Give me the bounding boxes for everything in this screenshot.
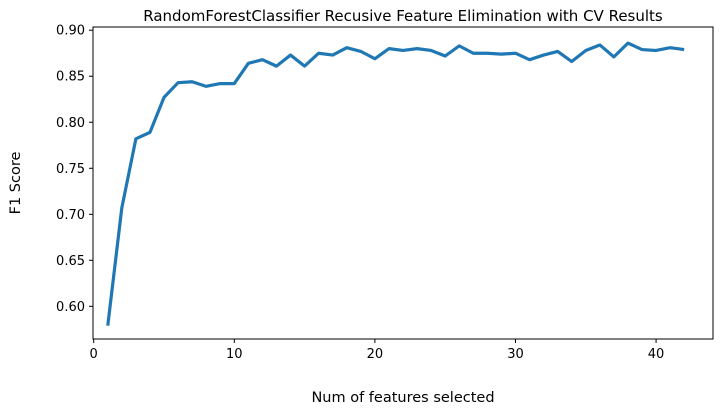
x-tick-label: 20 (367, 347, 384, 362)
x-axis-ticks: 0 10 20 30 40 (90, 339, 665, 362)
series-layer (106, 41, 685, 326)
x-axis-label: Num of features selected (311, 390, 494, 406)
y-axis-ticks: 0.60 0.65 0.70 0.75 0.80 0.85 0.90 (56, 24, 93, 315)
y-tick-label: 0.70 (56, 208, 85, 223)
x-tick-label: 10 (226, 347, 243, 362)
y-tick-label: 0.80 (56, 116, 85, 131)
x-tick-label: 30 (507, 347, 524, 362)
chart-title: RandomForestClassifier Recusive Feature … (143, 7, 663, 25)
y-tick-label: 0.85 (56, 70, 85, 85)
x-tick-label: 40 (648, 347, 665, 362)
plot-frame (92, 26, 714, 340)
series-line (106, 41, 685, 326)
y-axis-label: F1 Score (8, 152, 24, 215)
y-tick-label: 0.75 (56, 162, 85, 177)
x-tick-label: 0 (90, 347, 98, 362)
y-tick-label: 0.60 (56, 300, 85, 315)
y-tick-label: 0.90 (56, 24, 85, 39)
y-tick-label: 0.65 (56, 254, 85, 269)
